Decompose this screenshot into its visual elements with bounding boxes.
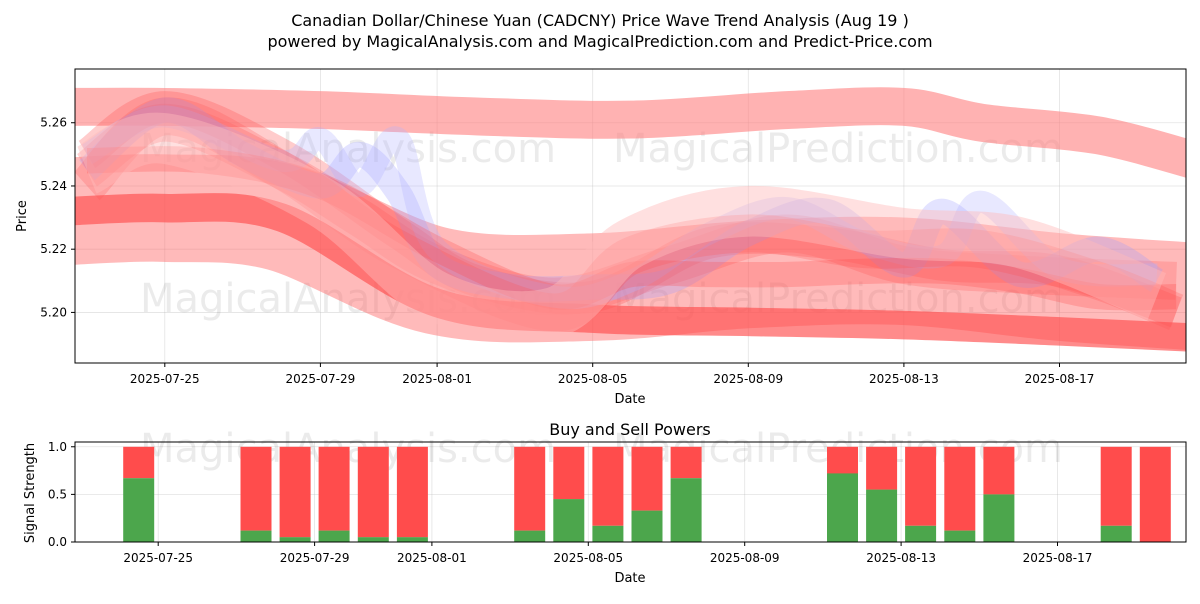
- trend-bands: [75, 87, 1186, 352]
- buy-bar-2025-08-07: [670, 478, 702, 542]
- chart-subtitle: powered by MagicalAnalysis.com and Magic…: [267, 32, 932, 51]
- buy-bar-2025-08-14: [944, 530, 976, 542]
- trend-band-wave-2: [75, 103, 1177, 316]
- sell-bar-2025-07-24: [123, 446, 155, 479]
- bottom-chart-title: Buy and Sell Powers: [549, 420, 711, 439]
- bottom-x-tick-label: 2025-07-25: [123, 551, 193, 565]
- top-y-tick-label: 5.22: [40, 242, 67, 256]
- top-y-tick-label: 5.26: [40, 116, 67, 130]
- sell-bar-2025-07-29: [318, 446, 350, 531]
- bottom-x-tick-label: 2025-08-09: [710, 551, 780, 565]
- trend-band-wave-blue-1: [78, 97, 1164, 302]
- buy-bar-2025-08-04: [553, 499, 585, 542]
- bottom-y-tick-label: 1.0: [48, 440, 67, 454]
- top-x-tick-label: 2025-08-17: [1025, 372, 1095, 386]
- top-plot-frame: [74, 68, 1187, 364]
- top-y-tick-label: 5.20: [40, 305, 67, 319]
- sell-bar-2025-08-07: [670, 446, 702, 479]
- sell-bar-2025-07-27: [240, 446, 272, 531]
- bottom-x-tick-label: 2025-08-05: [553, 551, 623, 565]
- bottom-y-tick-label: 0.0: [48, 535, 67, 549]
- trend-band-lower-trend: [75, 193, 1186, 352]
- signal-bars: [123, 446, 1171, 542]
- buy-bar-2025-08-13: [905, 525, 937, 542]
- top-x-tick-label: 2025-08-05: [558, 372, 628, 386]
- bottom-plot-frame: [74, 441, 1187, 543]
- top-x-axis-label: Date: [614, 392, 645, 407]
- trend-band-wave-5: [75, 112, 1167, 342]
- buy-bar-2025-07-27: [240, 530, 272, 542]
- buy-bar-2025-07-24: [123, 478, 155, 542]
- top-x-tick-label: 2025-08-09: [713, 372, 783, 386]
- sell-bar-2025-08-05: [592, 446, 624, 526]
- top-x-tick-label: 2025-07-25: [130, 372, 200, 386]
- top-x-tick-label: 2025-07-29: [286, 372, 356, 386]
- buy-bar-2025-08-15: [983, 494, 1015, 542]
- buy-bar-2025-07-28: [279, 537, 311, 542]
- buy-bar-2025-08-11: [827, 473, 858, 542]
- sell-bar-2025-08-18: [1100, 446, 1132, 526]
- trend-band-wave-1: [77, 91, 1182, 328]
- bottom-x-axis-label: Date: [614, 571, 645, 586]
- buy-bar-2025-07-29: [318, 530, 350, 542]
- sell-bar-2025-08-15: [983, 446, 1015, 495]
- top-y-axis-label: Price: [15, 200, 30, 232]
- top-y-tick-label: 5.24: [40, 179, 67, 193]
- bottom-y-axis: 0.0 0.5 1.0: [48, 440, 75, 549]
- bottom-x-tick-label: 2025-08-01: [397, 551, 467, 565]
- bottom-x-tick-label: 2025-07-29: [280, 551, 350, 565]
- top-x-tick-label: 2025-08-13: [869, 372, 939, 386]
- bottom-y-axis-label: Signal Strength: [23, 443, 38, 543]
- buy-bar-2025-07-30: [357, 537, 389, 542]
- bottom-x-axis: 2025-07-25 2025-07-29 2025-08-01 2025-08-05…: [123, 542, 1092, 565]
- buy-bar-2025-08-05: [592, 525, 624, 542]
- buy-bar-2025-08-12: [866, 489, 898, 542]
- buy-bar-2025-08-18: [1100, 525, 1132, 542]
- bottom-panel: Buy and Sell Powers MagicalAnalysis.com …: [23, 420, 1187, 586]
- sell-bar-2025-07-30: [357, 446, 389, 538]
- chart-title: Canadian Dollar/Chinese Yuan (CADCNY) Pr…: [291, 11, 909, 30]
- sell-bar-2025-07-31: [396, 446, 428, 538]
- bottom-y-tick-label: 0.5: [48, 487, 67, 501]
- sell-bar-2025-08-06: [631, 446, 663, 511]
- bottom-x-tick-label: 2025-08-13: [866, 551, 936, 565]
- sell-bar-2025-07-28: [279, 446, 311, 538]
- top-x-tick-label: 2025-08-01: [402, 372, 472, 386]
- buy-bar-2025-08-03: [514, 530, 546, 542]
- trend-band-upper-trend: [75, 87, 1186, 178]
- sell-bar-2025-08-11: [827, 446, 858, 474]
- top-x-axis: 2025-07-25 2025-07-29 2025-08-01 2025-08-05…: [130, 363, 1094, 386]
- trend-band-wave-blue-2: [81, 105, 1158, 310]
- sell-bar-2025-08-19: [1139, 446, 1171, 542]
- sell-bar-2025-08-03: [514, 446, 546, 531]
- trend-band-wave-4: [86, 146, 1177, 311]
- buy-bar-2025-08-06: [631, 510, 663, 542]
- sell-bar-2025-08-12: [866, 446, 898, 490]
- sell-bar-2025-08-14: [944, 446, 976, 531]
- sell-bar-2025-08-13: [905, 446, 937, 526]
- top-y-axis: 5.20 5.22 5.24 5.26: [40, 116, 75, 319]
- sell-bar-2025-08-04: [553, 446, 585, 500]
- buy-bar-2025-07-31: [396, 537, 428, 542]
- trend-band-wave-3: [75, 97, 1184, 332]
- bottom-x-tick-label: 2025-08-17: [1023, 551, 1093, 565]
- top-panel: MagicalAnalysis.com MagicalPrediction.co…: [15, 68, 1187, 407]
